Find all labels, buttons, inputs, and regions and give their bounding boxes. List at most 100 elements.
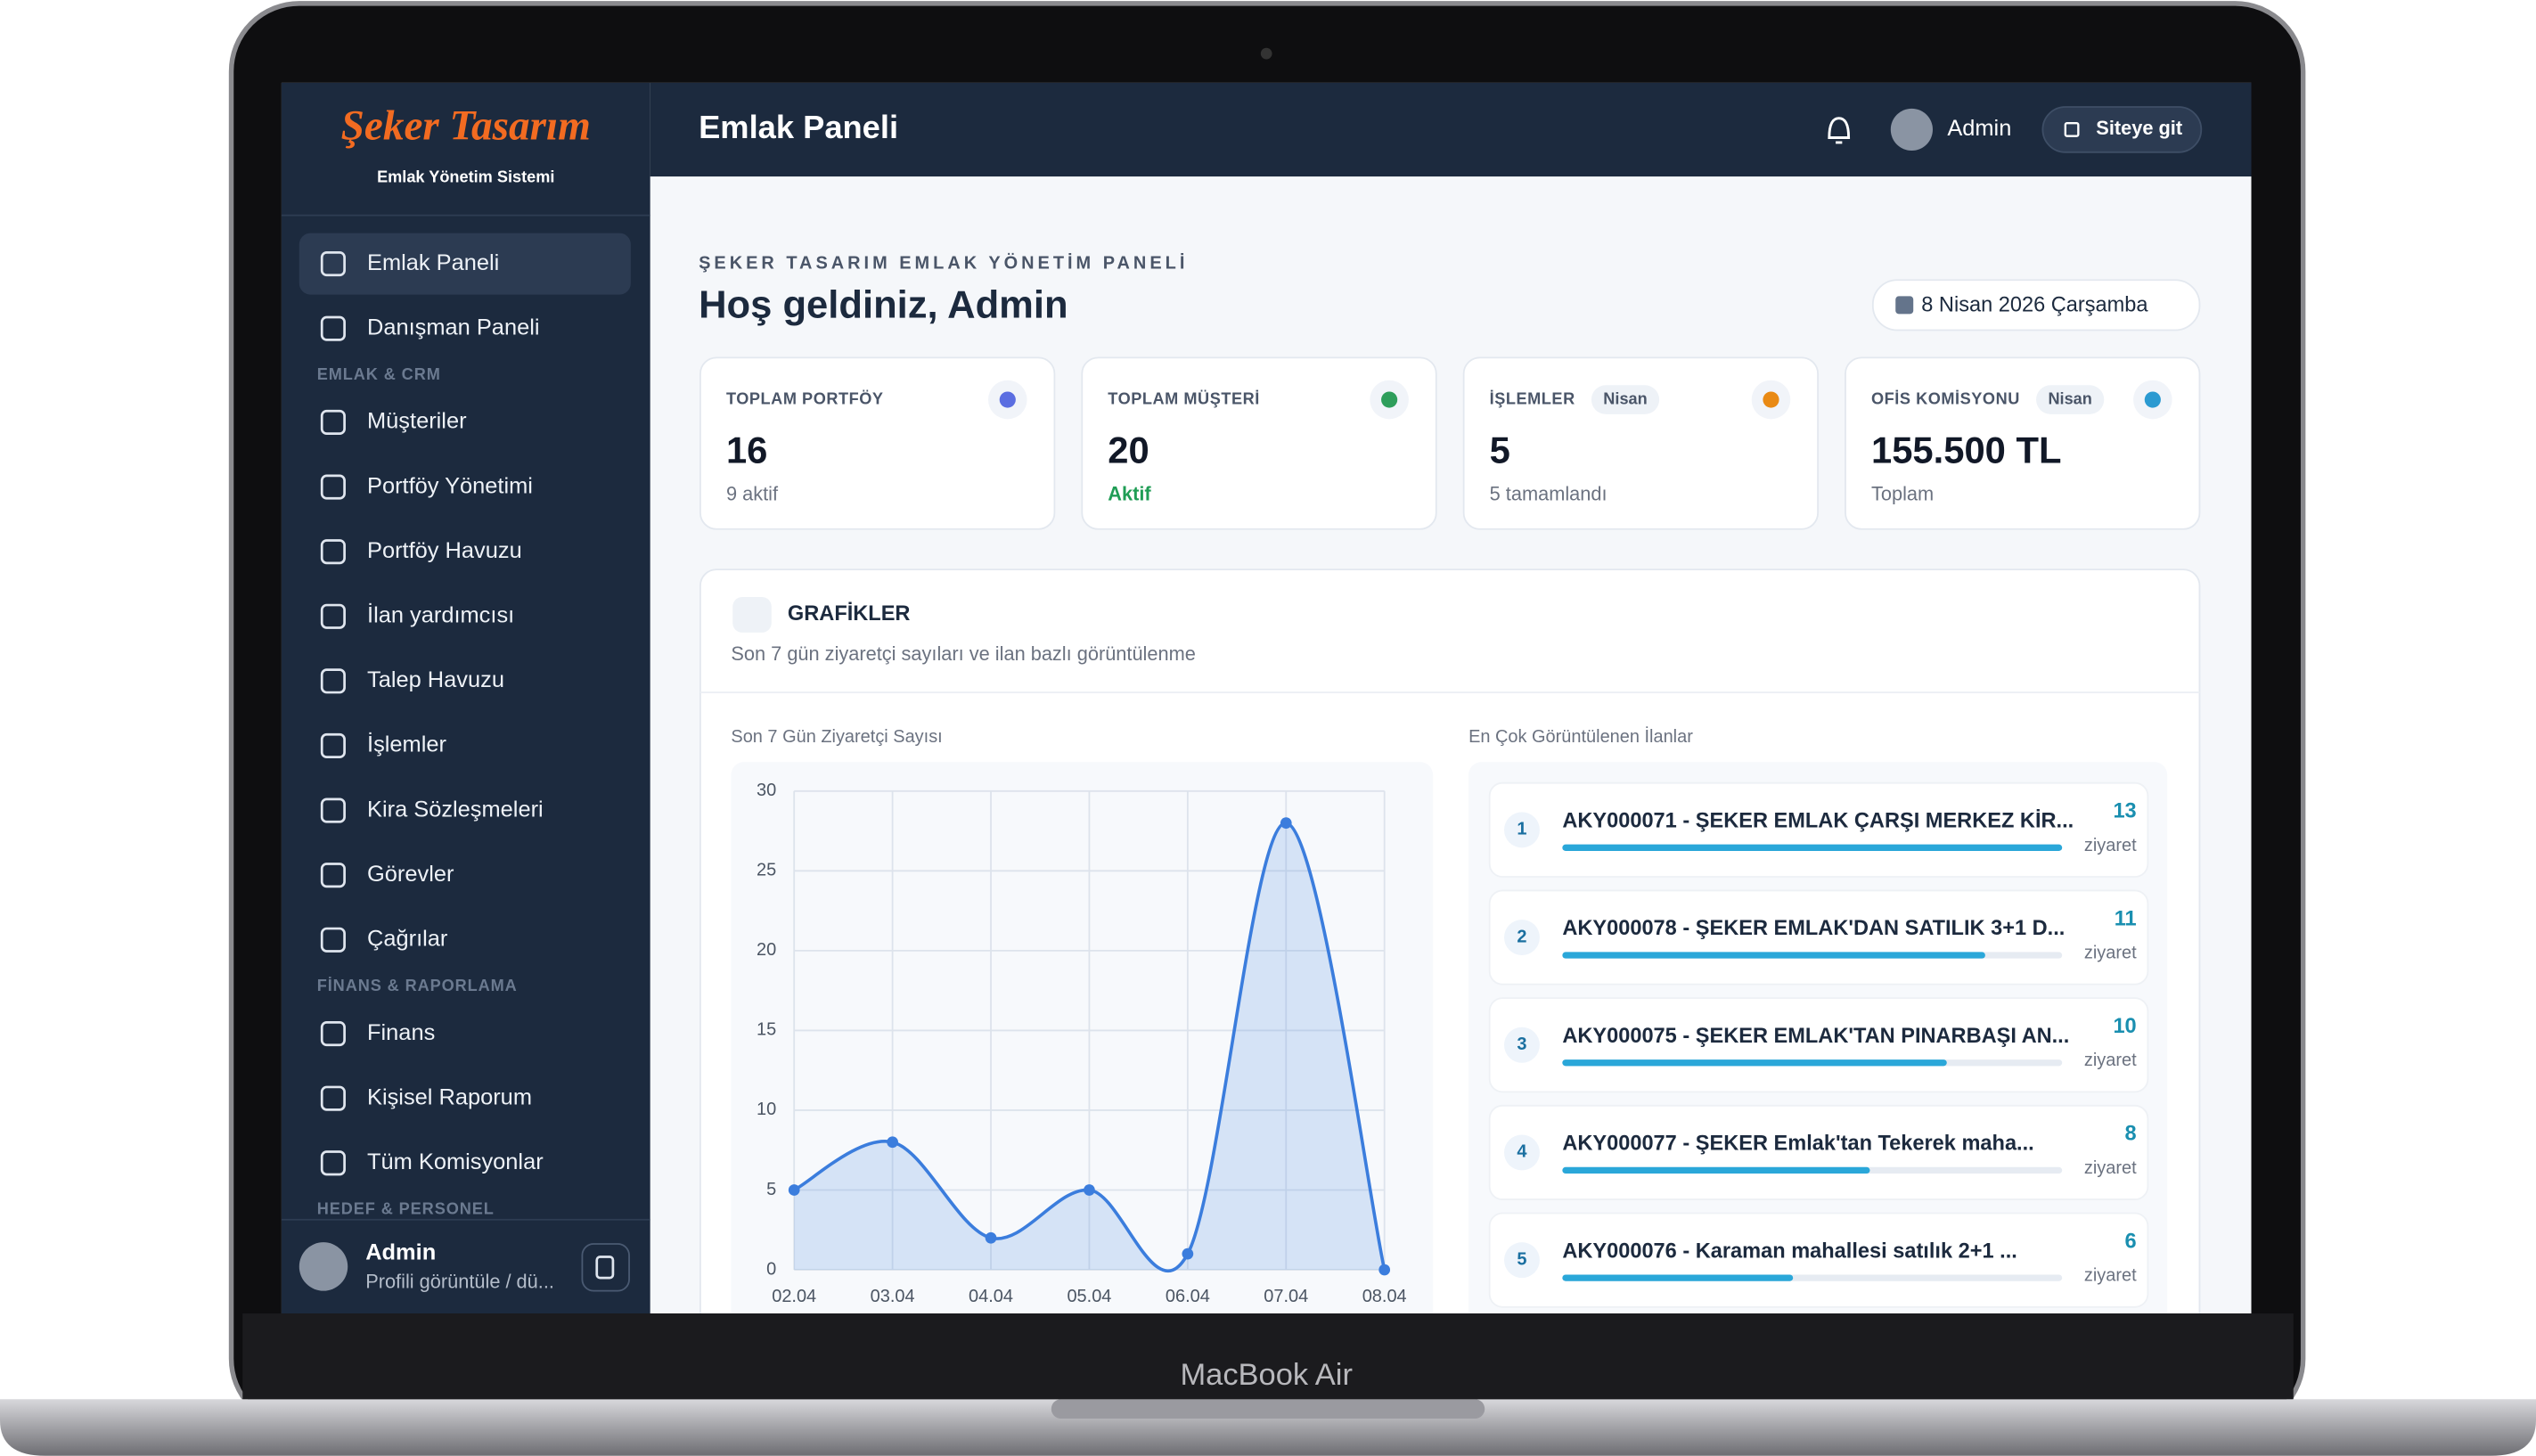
y-tick-label: 0	[766, 1259, 776, 1279]
stat-badge-label: Nisan	[2048, 389, 2091, 407]
nav-item[interactable]: İşlemler	[367, 732, 446, 757]
bell-icon[interactable]	[1828, 117, 1851, 144]
screen: Şeker Tasarım Emlak Yönetim Sistemi Emlak …	[281, 82, 2252, 1314]
x-tick-label: 08.04	[1362, 1287, 1407, 1306]
y-tick-label: 15	[757, 1020, 776, 1040]
stat-label: TOPLAM MÜŞTERİ	[1108, 389, 1260, 407]
stat-note: Toplam	[1871, 482, 1934, 504]
bar	[1562, 1166, 1870, 1174]
nav-item[interactable]: Müşteriler	[367, 409, 467, 434]
nav-icon	[320, 251, 346, 277]
bezel-chin	[242, 1313, 2294, 1400]
stat-badge	[2036, 385, 2105, 414]
x-tick-label: 03.04	[871, 1287, 915, 1306]
views-unit: ziyaret	[2084, 1266, 2137, 1286]
nav-active	[299, 233, 631, 295]
nav-icon	[320, 603, 346, 629]
site-button-label[interactable]: Siteye git	[2096, 117, 2182, 139]
stat-note: 9 aktif	[726, 482, 779, 504]
header-user[interactable]: Admin	[1947, 116, 2011, 141]
avatar	[299, 1242, 348, 1291]
listing-title[interactable]: AKY000076 - Karaman mahallesi satılık 2+…	[1562, 1239, 2017, 1262]
laptop-notch	[1051, 1399, 1485, 1419]
stat-label: TOPLAM PORTFÖY	[726, 389, 884, 407]
nav-item[interactable]: İlan yardımcısı	[367, 601, 514, 627]
nav-icon	[320, 798, 346, 823]
topbar	[650, 82, 2252, 177]
stat-value: 155.500 TL	[1871, 429, 2061, 470]
calendar-icon	[1895, 296, 1914, 315]
x-tick-label: 02.04	[772, 1287, 816, 1306]
nav-icon	[320, 668, 346, 694]
y-tick-label: 10	[757, 1100, 776, 1119]
views-unit: ziyaret	[2084, 836, 2137, 855]
stat-icon-glyph	[2144, 391, 2161, 408]
x-tick-label: 06.04	[1166, 1287, 1210, 1306]
stat-icon-glyph	[1763, 391, 1779, 408]
nav-icon	[320, 863, 346, 888]
date: 8 Nisan 2026 Çarşamba	[1921, 293, 2148, 316]
stat-card	[1845, 356, 2201, 530]
nav-item[interactable]: Çağrılar	[367, 926, 448, 951]
bar	[1562, 952, 1985, 959]
nav-icon	[320, 1085, 346, 1111]
nav-item[interactable]: Finans	[367, 1020, 435, 1045]
site-button[interactable]	[2041, 106, 2203, 153]
line	[793, 821, 1387, 1272]
listing-card[interactable]	[1488, 1212, 2149, 1308]
stat-icon-glyph	[999, 391, 1016, 408]
nav-item[interactable]: Portföy Yönetimi	[367, 473, 533, 498]
listing-title[interactable]: AKY000075 - ŞEKER EMLAK'TAN PINARBAŞI AN…	[1562, 1024, 2069, 1047]
listing-card[interactable]	[1488, 781, 2149, 878]
listing-title[interactable]: AKY000077 - ŞEKER Emlak'tan Tekerek maha…	[1562, 1132, 2033, 1155]
tagline: Emlak Yönetim Sistemi	[377, 168, 554, 186]
rank-badge	[1503, 920, 1540, 956]
listing-title[interactable]: AKY000071 - ŞEKER EMLAK ÇARŞI MERKEZ KİR…	[1562, 809, 2074, 832]
line-point	[985, 1231, 997, 1244]
listing-card[interactable]	[1488, 1104, 2149, 1200]
stat-badge-label: Nisan	[1603, 389, 1647, 407]
listing-card[interactable]	[1488, 889, 2149, 986]
rank: 1	[1517, 820, 1526, 839]
nav-item[interactable]: Portföy Havuzu	[367, 538, 522, 563]
views: 11	[2115, 906, 2137, 929]
nav-icon	[320, 1150, 346, 1176]
nav-section: FİNANS & RAPORLAMA	[317, 977, 518, 994]
nav-section: EMLAK & CRM	[317, 365, 441, 383]
nav-item[interactable]: Kişisel Raporum	[367, 1084, 532, 1109]
laptop-base	[0, 1399, 2536, 1456]
rank: 5	[1517, 1249, 1526, 1269]
rank: 3	[1517, 1035, 1526, 1054]
brand: Şeker Tasarım	[341, 102, 591, 149]
nav-item[interactable]: Tüm Komisyonlar	[367, 1149, 544, 1174]
nav-icon	[320, 927, 346, 953]
nav-item[interactable]: Görevler	[367, 862, 454, 887]
nav-item[interactable]: Danışman Paneli	[367, 315, 539, 339]
stat-note: Aktif	[1108, 482, 1151, 504]
views-unit: ziyaret	[2084, 943, 2137, 962]
listing-title[interactable]: AKY000078 - ŞEKER EMLAK'DAN SATILIK 3+1 …	[1562, 916, 2065, 939]
x-tick-label: 04.04	[969, 1287, 1013, 1306]
rank: 2	[1517, 927, 1526, 946]
views-unit: ziyaret	[2084, 1158, 2137, 1178]
logout-button[interactable]	[581, 1243, 630, 1292]
stat-value: 20	[1108, 429, 1149, 470]
rank: 4	[1517, 1142, 1526, 1162]
line-point	[887, 1136, 898, 1149]
stat-icon-glyph	[1381, 391, 1398, 408]
line-point	[1378, 1264, 1391, 1276]
nav-item[interactable]: Talep Havuzu	[367, 667, 504, 692]
nav-item[interactable]: Emlak Paneli	[367, 250, 499, 275]
rank-badge	[1503, 1134, 1540, 1171]
rank-badge	[1503, 812, 1540, 848]
rank-badge	[1503, 1027, 1540, 1063]
external-icon	[2064, 121, 2080, 137]
nav-icon	[320, 1020, 346, 1047]
nav-item[interactable]: Kira Sözleşmeleri	[367, 797, 544, 822]
listing-card[interactable]	[1488, 997, 2149, 1093]
x-tick-label: 05.04	[1067, 1287, 1111, 1306]
stat-label: OFİS KOMİSYONU	[1871, 389, 2020, 407]
user-name: Admin	[365, 1240, 436, 1265]
page-title: Emlak Paneli	[699, 109, 898, 145]
